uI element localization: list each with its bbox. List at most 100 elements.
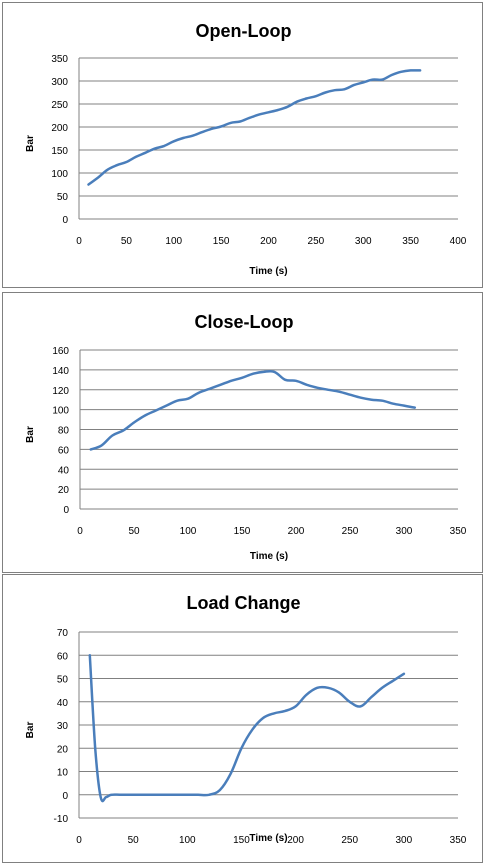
data-point	[370, 398, 372, 400]
x-tick-label: 0	[77, 526, 83, 537]
series-line	[89, 369, 417, 451]
x-tick-label: 50	[121, 236, 133, 247]
x-tick-label: 100	[179, 835, 196, 846]
chart-title: Load Change	[186, 593, 300, 613]
data-point	[208, 794, 210, 796]
data-point	[106, 169, 108, 171]
data-point	[144, 414, 146, 416]
x-tick-label: 250	[308, 236, 325, 247]
data-point	[381, 399, 383, 401]
y-tick-label: 60	[58, 445, 70, 456]
x-tick-label: 300	[396, 526, 413, 537]
data-point	[277, 109, 279, 111]
y-tick-label: 10	[57, 768, 69, 779]
chart-panel-close-loop: 0 20 40 60 80 100 120 140 160 0 50 100 150 200 250 300 3…	[2, 292, 483, 573]
x-tick-label: 0	[76, 236, 82, 247]
data-point	[122, 429, 124, 431]
data-point	[403, 404, 405, 406]
y-tick-label: 160	[52, 346, 69, 357]
data-point	[125, 161, 127, 163]
x-tick-label: 250	[341, 835, 358, 846]
x-tick-label: 300	[355, 236, 372, 247]
data-point	[294, 705, 296, 707]
x-tick-label: 400	[450, 236, 467, 247]
x-tick-label: 250	[342, 526, 359, 537]
y-tick-label: -10	[54, 814, 69, 825]
chart-title: Close-Loop	[195, 312, 294, 332]
data-point	[419, 69, 421, 71]
chart-panel-open-loop: 0 50 100 150 200 250 300 350 0 50 100 150 200 250 300 3…	[2, 2, 483, 288]
open-loop-chart: 0 50 100 150 200 250 300 350 0 50 100 150 200 250 300 3…	[25, 21, 467, 277]
y-tick-label: 40	[57, 698, 69, 709]
data-point	[381, 687, 383, 689]
y-tick-label: 0	[63, 505, 69, 516]
y-tick-label: 140	[52, 366, 69, 377]
data-point	[219, 789, 221, 791]
data-point	[381, 78, 383, 80]
data-point	[343, 88, 345, 90]
x-tick-label: 50	[128, 526, 140, 537]
data-point	[390, 74, 392, 76]
data-point	[353, 84, 355, 86]
data-point	[121, 794, 123, 796]
data-point	[116, 164, 118, 166]
data-point	[403, 673, 405, 675]
data-point	[154, 409, 156, 411]
x-tick-label: 200	[260, 236, 277, 247]
series-line	[88, 654, 406, 803]
data-point	[100, 444, 102, 446]
data-point	[370, 696, 372, 698]
data-point	[164, 794, 166, 796]
data-point	[201, 131, 203, 133]
y-tick-label: 20	[57, 744, 69, 755]
data-point	[143, 794, 145, 796]
x-tick-label: 150	[233, 835, 250, 846]
data-point	[192, 135, 194, 137]
data-point	[414, 406, 416, 408]
data-point	[316, 687, 318, 689]
data-point	[173, 140, 175, 142]
y-tick-label: 20	[58, 485, 70, 496]
y-tick-label: 40	[58, 465, 70, 476]
data-point	[187, 397, 189, 399]
data-point	[208, 388, 210, 390]
y-tick-label: 0	[62, 215, 68, 226]
data-point	[90, 448, 92, 450]
data-point	[258, 113, 260, 115]
x-axis-label: Time (s)	[250, 551, 288, 562]
data-point	[154, 147, 156, 149]
series-line	[87, 69, 422, 186]
data-point	[239, 120, 241, 122]
x-axis-label: Time (s)	[249, 833, 287, 844]
y-tick-label: 350	[51, 54, 68, 65]
data-point	[220, 125, 222, 127]
data-point	[267, 111, 269, 113]
close-loop-chart: 0 20 40 60 80 100 120 140 160 0 50 100 150 200 250 300 3…	[25, 312, 467, 562]
y-tick-label: 80	[58, 426, 70, 437]
data-point	[262, 717, 264, 719]
y-axis-label: Bar	[25, 135, 36, 152]
data-point	[359, 705, 361, 707]
data-point	[229, 122, 231, 124]
data-point	[105, 796, 107, 798]
data-point	[295, 380, 297, 382]
y-tick-label: 300	[51, 77, 68, 88]
data-point	[186, 794, 188, 796]
data-point	[176, 399, 178, 401]
y-axis-label: Bar	[25, 426, 36, 443]
y-tick-label: 100	[51, 169, 68, 180]
data-point	[349, 701, 351, 703]
data-point	[400, 71, 402, 73]
data-point	[324, 91, 326, 93]
data-point	[349, 394, 351, 396]
data-point	[338, 391, 340, 393]
data-point	[316, 387, 318, 389]
data-point	[334, 89, 336, 91]
data-point	[230, 380, 232, 382]
y-tick-label: 250	[51, 100, 68, 111]
data-point	[133, 421, 135, 423]
y-tick-label: 50	[57, 192, 69, 203]
data-point	[111, 434, 113, 436]
data-point	[392, 680, 394, 682]
chart-panel-load-change: -10 0 10 20 30 40 50 60 70 0 50 100 150 200 250 300 350 L…	[2, 574, 483, 863]
